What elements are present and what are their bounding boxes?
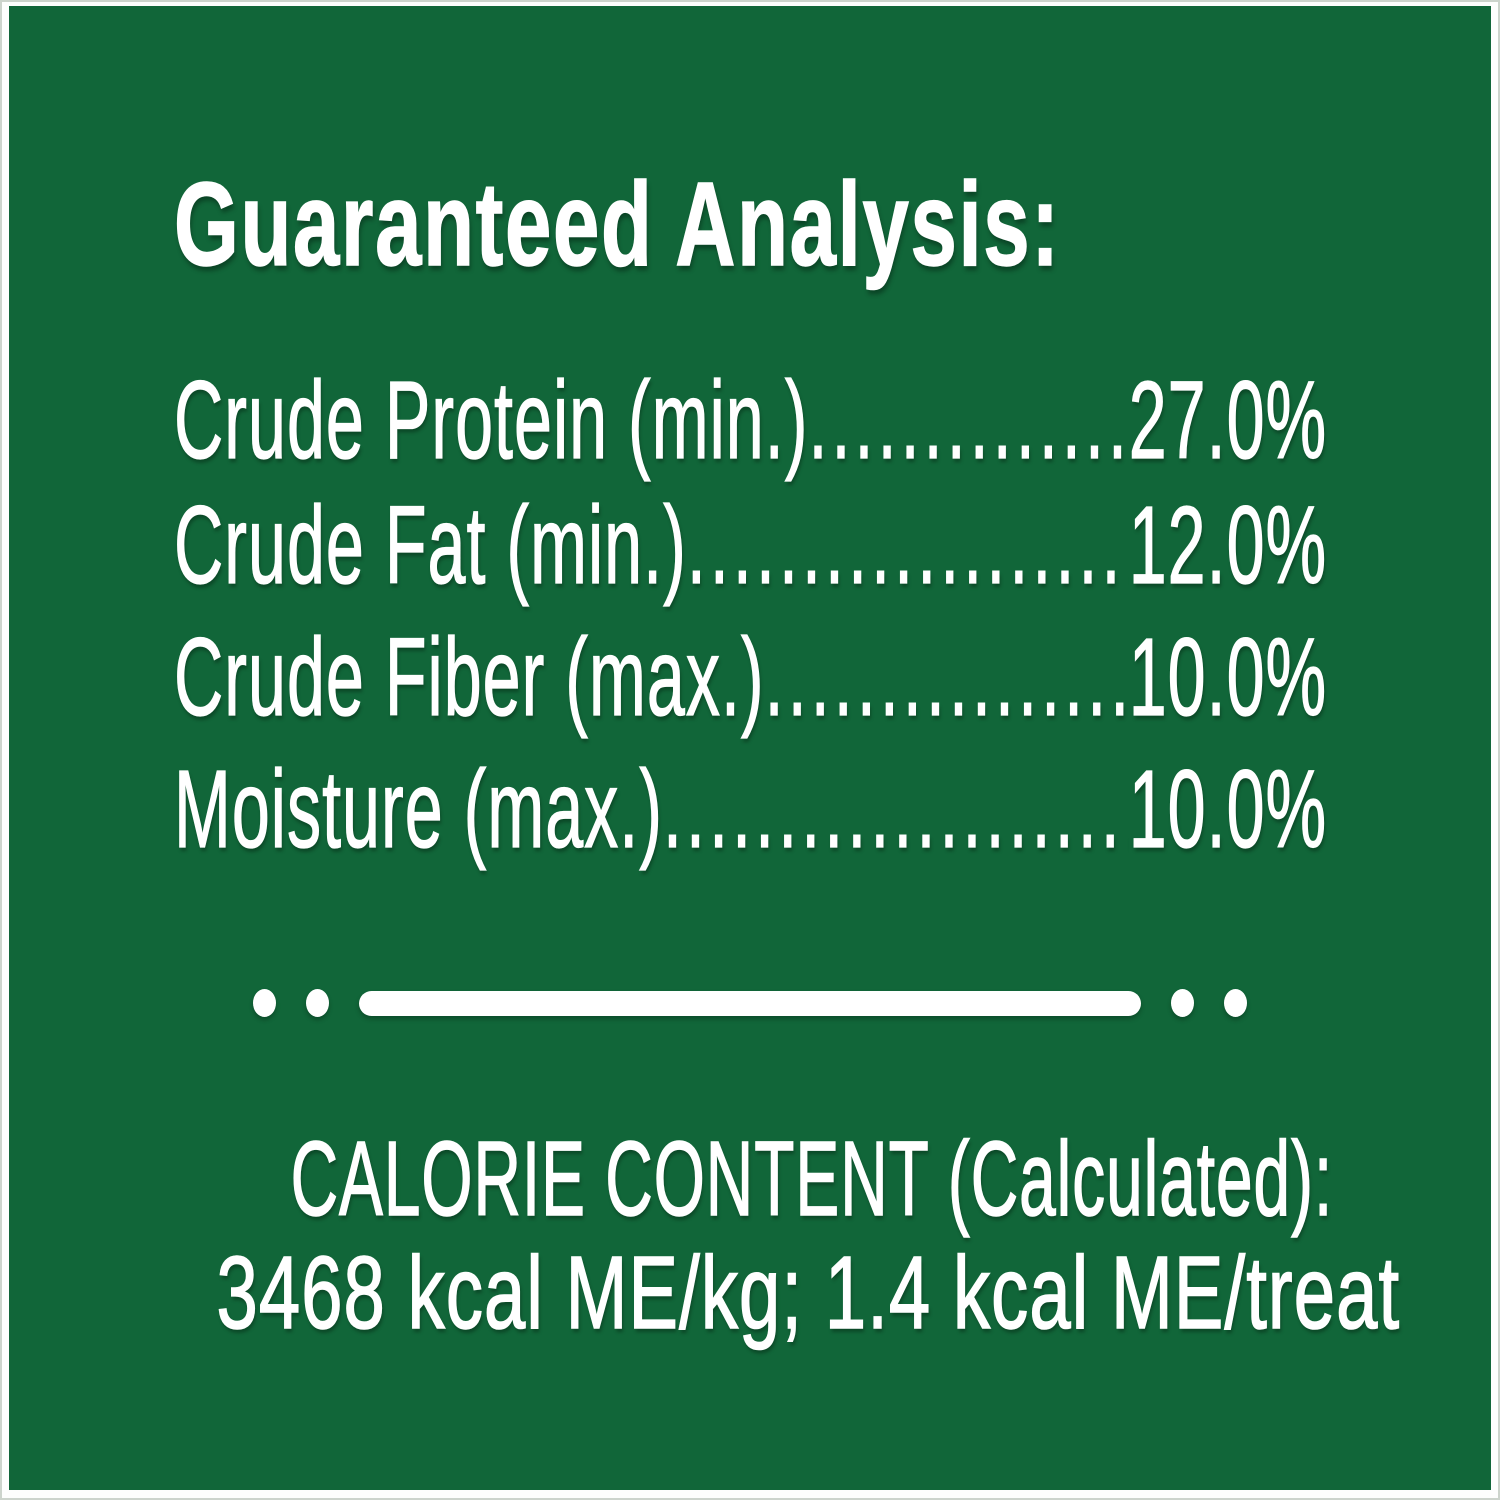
divider-bar: [359, 990, 1141, 1016]
calorie-content-heading: CALORIE CONTENT (Calculated):: [290, 1119, 1334, 1239]
divider-dot-icon: [1171, 989, 1194, 1017]
analysis-label: Crude Protein (min.): [174, 358, 809, 482]
dot-leader: ........................................…: [808, 358, 1128, 482]
dot-leader: ........................................…: [663, 747, 1129, 871]
analysis-row-crude-fiber: Crude Fiber (max.) .....................…: [174, 612, 1327, 744]
analysis-value: 10.0%: [1128, 747, 1328, 871]
analysis-value: 12.0%: [1128, 483, 1328, 607]
analysis-row-crude-fat: Crude Fat (min.) .......................…: [174, 480, 1327, 612]
dot-leader: ........................................…: [764, 615, 1129, 739]
divider-dot-icon: [306, 989, 329, 1017]
analysis-row-crude-protein: Crude Protein (min.) ...................…: [174, 355, 1327, 487]
dot-leader: ........................................…: [686, 483, 1129, 607]
divider-dot-icon: [1224, 989, 1247, 1017]
guaranteed-analysis-panel: Guaranteed Analysis: Crude Protein (min.…: [9, 6, 1491, 1490]
analysis-label: Crude Fat (min.): [174, 483, 687, 607]
calorie-content-value: 3468 kcal ME/kg; 1.4 kcal ME/treat: [216, 1234, 1401, 1351]
analysis-label: Crude Fiber (max.): [174, 615, 765, 739]
analysis-row-moisture: Moisture (max.) ........................…: [174, 744, 1327, 876]
analysis-value: 27.0%: [1128, 358, 1328, 482]
analysis-value: 10.0%: [1128, 615, 1328, 739]
guaranteed-analysis-title: Guaranteed Analysis:: [173, 157, 1061, 291]
analysis-label: Moisture (max.): [174, 747, 664, 871]
section-divider: [253, 988, 1247, 1018]
divider-dot-icon: [253, 989, 276, 1017]
